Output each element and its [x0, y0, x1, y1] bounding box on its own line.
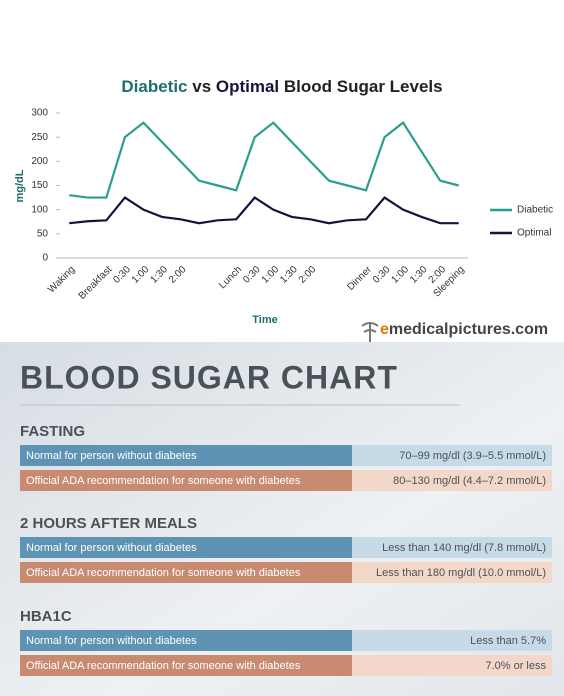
row-label-cell	[20, 445, 352, 466]
y-tick-label: 300	[31, 108, 48, 119]
row-label-cell	[20, 470, 352, 491]
row-value: Less than 180 mg/dl (10.0 mmol/L)	[376, 567, 546, 579]
y-tick-label: 100	[31, 204, 48, 215]
y-tick-label: 250	[31, 132, 48, 143]
row-label: Normal for person without diabetes	[26, 635, 197, 647]
row-label: Normal for person without diabetes	[26, 542, 197, 554]
sections: FASTING Normal for person without diabete…	[20, 423, 552, 676]
logo-icon	[361, 322, 379, 342]
row-value-cell	[352, 562, 552, 583]
title-part: vs	[188, 77, 216, 96]
row-label: Official ADA recommendation for someone …	[26, 660, 301, 672]
legend-label: Diabetic	[517, 205, 553, 216]
row-value-cell	[352, 655, 552, 676]
row-label: Official ADA recommendation for someone …	[26, 475, 301, 487]
x-axis-label: Time	[252, 314, 277, 326]
row-label-cell	[20, 630, 352, 651]
watermark-text: emedicalpictures.com	[380, 321, 548, 338]
row-label-cell	[20, 537, 352, 558]
row-value: 70–99 mg/dl (3.9–5.5 mmol/L)	[399, 450, 546, 462]
y-tick-label: 50	[37, 228, 49, 239]
row-label: Normal for person without diabetes	[26, 450, 197, 462]
row-value-cell	[352, 445, 552, 466]
section-heading: FASTING	[20, 423, 85, 440]
row-label: Official ADA recommendation for someone …	[26, 567, 301, 579]
title-part: Blood Sugar Levels	[279, 77, 442, 96]
y-tick-label: 150	[31, 180, 48, 191]
section-heading: 2 HOURS AFTER MEALS	[20, 515, 197, 532]
title-part: Diabetic	[121, 77, 187, 96]
y-axis-label: mg/dL	[14, 169, 26, 202]
chart-background	[0, 0, 564, 342]
chart-title: Diabetic vs Optimal Blood Sugar Levels	[121, 77, 442, 96]
y-tick-label: 0	[42, 253, 48, 264]
row-value: 7.0% or less	[485, 660, 546, 672]
watermark-rest: medicalpictures.com	[389, 321, 548, 338]
y-tick-label: 200	[31, 156, 48, 167]
row-value: 80–130 mg/dl (4.4–7.2 mmol/L)	[393, 475, 546, 487]
watermark: emedicalpictures.com	[361, 321, 548, 342]
series-line	[69, 121, 460, 199]
row-value-cell	[352, 537, 552, 558]
row-label-cell	[20, 562, 352, 583]
row-value: Less than 5.7%	[470, 635, 546, 647]
title-part: Optimal	[216, 77, 279, 96]
row-value: Less than 140 mg/dl (7.8 mmol/L)	[382, 542, 546, 554]
row-label-cell	[20, 655, 352, 676]
watermark-accent: e	[380, 321, 389, 338]
section-heading: HBA1C	[20, 608, 72, 625]
table-title: BLOOD SUGAR CHART	[20, 359, 398, 395]
row-value-cell	[352, 470, 552, 491]
series-line	[69, 196, 459, 225]
legend-label: Optimal	[517, 228, 551, 239]
row-value-cell	[352, 630, 552, 651]
